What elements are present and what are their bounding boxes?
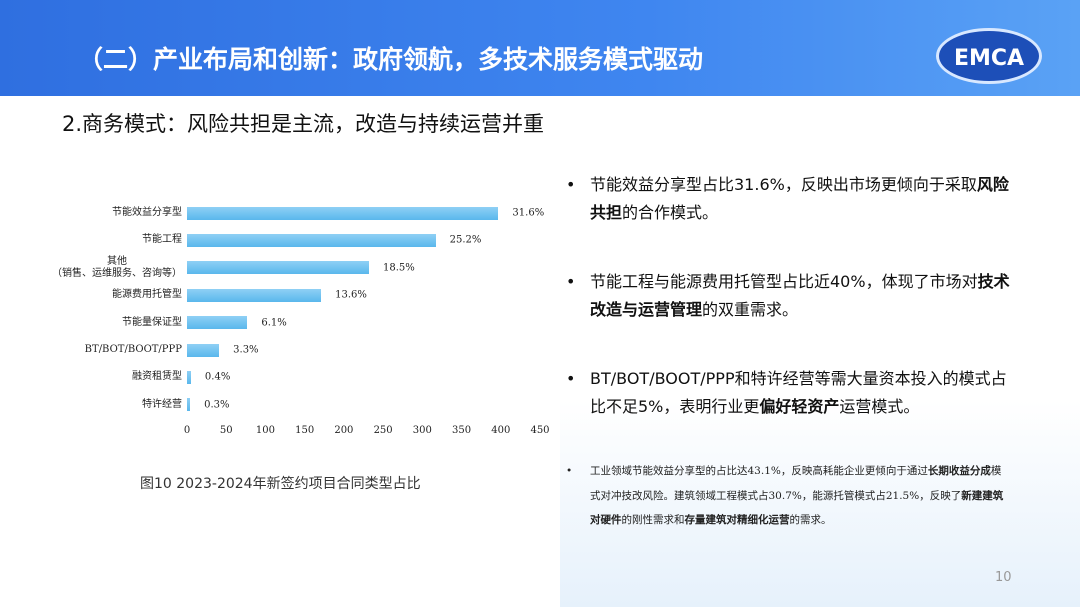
x-tick-label: 100: [255, 425, 275, 436]
header-bar: [0, 0, 1080, 96]
data-label: 0.3%: [204, 399, 230, 411]
text-run: 的双重需求。: [702, 300, 799, 319]
y-tick-label: BT/BOT/BOOT/PPP: [84, 344, 182, 355]
data-label: 18.5%: [382, 262, 415, 274]
bar: [187, 316, 248, 330]
bar: [187, 343, 220, 357]
text-run: 节能工程与能源费用托管型占比近40%，体现了市场对: [590, 272, 978, 291]
x-tick-label: 300: [412, 425, 432, 436]
y-tick-label: 能源费用托管型: [112, 289, 182, 301]
x-tick-label: 50: [219, 425, 233, 436]
bar: [187, 370, 191, 384]
text-run: 风险共担: [590, 175, 1009, 222]
y-tick-label: 其他 （销售、运维服务、咨询等）: [52, 255, 182, 279]
note: 工业领域节能效益分享型的占比达43.1%，反映高耗能企业更倾向于通过长期收益分成…: [566, 459, 1010, 533]
bullet-item: 节能工程与能源费用托管型占比近40%，体现了市场对技术改造与运营管理的双重需求。: [566, 268, 1015, 324]
x-tick-label: 200: [334, 425, 354, 436]
x-tick-label: 0: [183, 425, 191, 436]
y-tick-label: 节能效益分享型: [112, 207, 182, 218]
text-run: 运营模式。: [839, 397, 920, 416]
text-run: 工业领域节能效益分享型的占比达43.1%，反映高耗能企业更倾向于通过: [590, 465, 928, 477]
x-tick-label: 350: [452, 425, 472, 436]
data-label: 3.3%: [233, 344, 259, 356]
subtitle: 2.商务模式：风险共担是主流，改造与持续运营并重: [62, 112, 545, 136]
x-tick-label: 450: [530, 425, 550, 436]
data-label: 13.6%: [335, 289, 367, 301]
data-label: 6.1%: [261, 317, 287, 329]
bullet-item: BT/BOT/BOOT/PPP和特许经营等需大量资本投入的模式占比不足5%，表明…: [566, 365, 1015, 421]
data-label: 31.6%: [512, 207, 545, 219]
bar: [187, 261, 369, 275]
text-run: 存量建筑对精细化运营: [684, 514, 790, 526]
text-run: 的刚性需求和: [621, 514, 685, 526]
text-run: 偏好轻资产: [759, 397, 840, 416]
text-run: 的需求。: [789, 514, 832, 526]
bar: [187, 288, 322, 302]
bar: [187, 206, 499, 220]
text-run: 技术改造与运营管理: [590, 272, 1010, 319]
bar: [187, 398, 191, 412]
data-label: 0.4%: [204, 371, 231, 383]
logo: EMCA: [936, 28, 1042, 84]
y-tick-label: 节能工程: [142, 234, 182, 246]
text-run: 节能效益分享型占比31.6%，反映出市场更倾向于采取: [590, 175, 977, 194]
y-tick-label: 融资租赁型: [132, 371, 182, 383]
bullet-item: 节能效益分享型占比31.6%，反映出市场更倾向于采取风险共担的合作模式。: [566, 171, 1015, 227]
header-title: （二）产业布局和创新：政府领航，多技术服务模式驱动: [78, 45, 704, 74]
x-tick-label: 150: [295, 425, 315, 436]
y-tick-label: 特许经营: [142, 398, 182, 410]
x-tick-label: 400: [491, 425, 511, 436]
text-run: BT/BOT/BOOT/PPP和特许经营等需大量资本投入的模式占比不足5%，表明…: [590, 369, 1007, 416]
data-label: 25.2%: [449, 234, 482, 246]
y-tick-label: 节能量保证型: [122, 316, 182, 328]
text-run: 长期收益分成: [927, 465, 991, 477]
text-run: 新建建筑对硬件: [590, 489, 1004, 527]
page-number: 10: [995, 570, 1012, 585]
x-tick-label: 250: [373, 425, 393, 436]
chart-caption: 图10 2023-2024年新签约项目合同类型占比: [140, 476, 421, 492]
bar: [187, 233, 436, 247]
text-run: 模式对冲技改风险。建筑领域工程模式占30.7%，能源托管模式占21.5%，反映了: [590, 465, 1002, 502]
text-run: 的合作模式。: [622, 203, 719, 222]
